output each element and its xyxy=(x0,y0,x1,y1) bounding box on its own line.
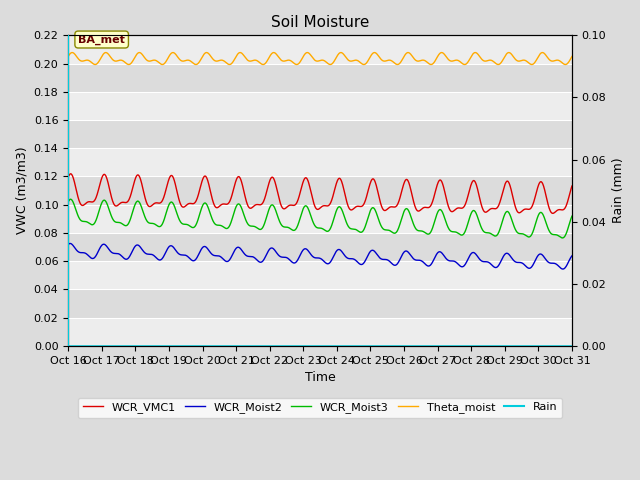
WCR_VMC1 xyxy=(233,176,241,181)
WCR_Moist2 xyxy=(398,252,406,258)
Theta_moist xyxy=(159,61,166,67)
WCR_Moist2 xyxy=(164,245,172,251)
Theta_moist xyxy=(399,56,406,62)
WCR_Moist2 xyxy=(67,240,74,246)
WCR_Moist3 xyxy=(464,220,472,226)
WCR_VMC1 xyxy=(568,183,576,189)
Theta_moist xyxy=(164,55,172,60)
Bar xyxy=(68,204,572,233)
WCR_Moist2 xyxy=(64,242,72,248)
WCR_Moist2 xyxy=(568,253,576,259)
WCR_VMC1 xyxy=(67,171,74,177)
Theta_moist xyxy=(64,54,72,60)
WCR_Moist2 xyxy=(509,256,516,262)
Theta_moist xyxy=(568,54,576,60)
Legend: WCR_VMC1, WCR_Moist2, WCR_Moist3, Theta_moist, Rain: WCR_VMC1, WCR_Moist2, WCR_Moist3, Theta_… xyxy=(78,398,562,418)
Bar xyxy=(68,92,572,120)
WCR_VMC1 xyxy=(549,210,557,216)
WCR_Moist3 xyxy=(177,219,184,225)
WCR_Moist3 xyxy=(64,199,72,205)
WCR_Moist3 xyxy=(509,219,516,225)
Bar xyxy=(68,148,572,177)
Text: BA_met: BA_met xyxy=(78,35,125,45)
WCR_Moist2 xyxy=(233,245,241,251)
WCR_VMC1 xyxy=(464,193,472,199)
WCR_Moist3 xyxy=(559,235,566,241)
Bar xyxy=(68,318,572,346)
Y-axis label: Rain (mm): Rain (mm) xyxy=(612,158,625,223)
WCR_Moist2 xyxy=(177,252,184,258)
X-axis label: Time: Time xyxy=(305,371,335,384)
WCR_VMC1 xyxy=(398,187,406,192)
Theta_moist xyxy=(509,53,516,59)
Theta_moist xyxy=(465,59,472,64)
WCR_VMC1 xyxy=(509,192,516,198)
WCR_Moist3 xyxy=(233,202,241,208)
WCR_VMC1 xyxy=(177,201,184,207)
WCR_Moist3 xyxy=(398,214,406,219)
WCR_VMC1 xyxy=(164,178,172,184)
Title: Soil Moisture: Soil Moisture xyxy=(271,15,369,30)
Bar xyxy=(68,261,572,289)
Theta_moist xyxy=(233,52,241,58)
Line: Theta_moist: Theta_moist xyxy=(68,52,572,64)
WCR_Moist2 xyxy=(464,256,472,262)
Line: WCR_Moist2: WCR_Moist2 xyxy=(68,243,572,269)
Theta_moist xyxy=(177,57,184,63)
WCR_Moist3 xyxy=(67,196,74,202)
WCR_Moist2 xyxy=(559,266,566,272)
WCR_Moist3 xyxy=(568,213,576,219)
Bar xyxy=(68,36,572,63)
WCR_Moist3 xyxy=(164,204,172,209)
Y-axis label: VWC (m3/m3): VWC (m3/m3) xyxy=(15,147,28,234)
Line: WCR_Moist3: WCR_Moist3 xyxy=(68,199,572,238)
Theta_moist xyxy=(337,49,345,55)
Line: WCR_VMC1: WCR_VMC1 xyxy=(68,174,572,213)
WCR_VMC1 xyxy=(64,175,72,180)
